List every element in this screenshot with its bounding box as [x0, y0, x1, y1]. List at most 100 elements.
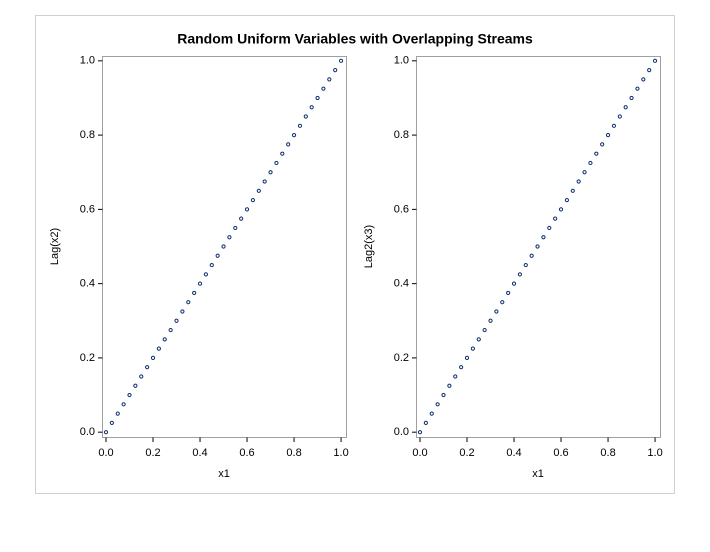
point: [506, 290, 511, 296]
point: [594, 151, 599, 156]
point: [291, 132, 297, 138]
point: [629, 95, 634, 101]
x-tick-label: 0.6: [553, 447, 568, 459]
point: [623, 105, 628, 110]
x-axis-label: x1: [532, 468, 544, 480]
point: [239, 216, 244, 221]
point: [417, 430, 423, 435]
x-tick-label: 0.0: [412, 447, 427, 459]
point: [121, 402, 126, 407]
point: [333, 68, 338, 73]
point: [280, 151, 285, 156]
point: [488, 318, 493, 323]
y-axis-label: Lag2(x3): [363, 225, 375, 268]
point: [297, 123, 303, 128]
point: [423, 420, 428, 425]
point: [315, 95, 320, 101]
point: [535, 244, 540, 249]
point: [256, 188, 261, 193]
point: [127, 392, 132, 398]
y-tick-label: 0.0: [394, 426, 409, 438]
plot-area: [102, 56, 347, 438]
point: [150, 355, 156, 361]
point: [274, 160, 279, 166]
point: [233, 225, 238, 231]
point: [133, 383, 138, 388]
point: [303, 114, 308, 119]
y-tick-label: 0.8: [80, 129, 95, 141]
point: [641, 77, 646, 82]
point: [459, 365, 464, 370]
point: [435, 402, 440, 407]
point: [321, 86, 326, 91]
point: [441, 392, 446, 398]
chart-title: Random Uniform Variables with Overlappin…: [177, 31, 533, 47]
x-tick-label: 1.0: [647, 447, 662, 459]
point: [523, 262, 528, 268]
point: [338, 58, 344, 63]
point: [186, 300, 191, 305]
point: [476, 337, 481, 342]
point: [647, 68, 652, 73]
x-axis-label: x1: [218, 468, 230, 480]
point: [221, 244, 226, 249]
point: [470, 346, 475, 351]
point: [215, 253, 220, 258]
point: [268, 170, 273, 175]
x-tick-label: 0.4: [192, 447, 207, 459]
y-tick-label: 1.0: [80, 55, 95, 67]
y-tick-label: 0.2: [394, 352, 409, 364]
y-tick-label: 0.2: [80, 352, 95, 364]
point: [209, 262, 214, 268]
point: [197, 281, 203, 286]
point: [139, 374, 144, 379]
x-tick-label: 0.8: [286, 447, 301, 459]
y-tick-label: 0.0: [80, 426, 95, 438]
point: [547, 225, 552, 231]
point: [250, 197, 256, 203]
x-tick-label: 0.2: [459, 447, 474, 459]
point: [652, 58, 658, 63]
point: [464, 355, 470, 361]
point: [180, 309, 185, 314]
point: [156, 346, 161, 351]
point: [517, 272, 522, 277]
point: [588, 160, 593, 166]
point: [582, 170, 587, 175]
point: [570, 188, 575, 193]
y-tick-label: 0.6: [394, 203, 409, 215]
x-tick-label: 1.0: [333, 447, 348, 459]
point: [168, 327, 173, 333]
point: [192, 290, 197, 296]
point: [447, 383, 452, 388]
point: [115, 411, 120, 416]
point: [511, 281, 517, 286]
point: [162, 337, 167, 342]
point: [482, 327, 487, 333]
y-tick-label: 0.4: [80, 278, 95, 290]
point: [611, 123, 617, 128]
point: [453, 374, 458, 379]
point: [262, 179, 267, 184]
point: [203, 272, 208, 277]
point: [494, 309, 499, 314]
y-tick-label: 0.8: [394, 129, 409, 141]
point: [600, 142, 605, 147]
point: [564, 197, 570, 203]
point: [109, 420, 114, 425]
x-tick-label: 0.6: [239, 447, 254, 459]
x-tick-label: 0.2: [145, 447, 160, 459]
y-tick-label: 0.6: [80, 203, 95, 215]
point: [227, 235, 232, 240]
frame: [35, 15, 675, 494]
point: [145, 365, 150, 370]
point: [309, 105, 314, 110]
point: [558, 207, 564, 212]
point: [541, 235, 546, 240]
y-axis-label: Lag(x2): [49, 228, 61, 265]
point: [327, 77, 332, 82]
point: [617, 114, 622, 119]
point: [286, 142, 291, 147]
point: [635, 86, 640, 91]
